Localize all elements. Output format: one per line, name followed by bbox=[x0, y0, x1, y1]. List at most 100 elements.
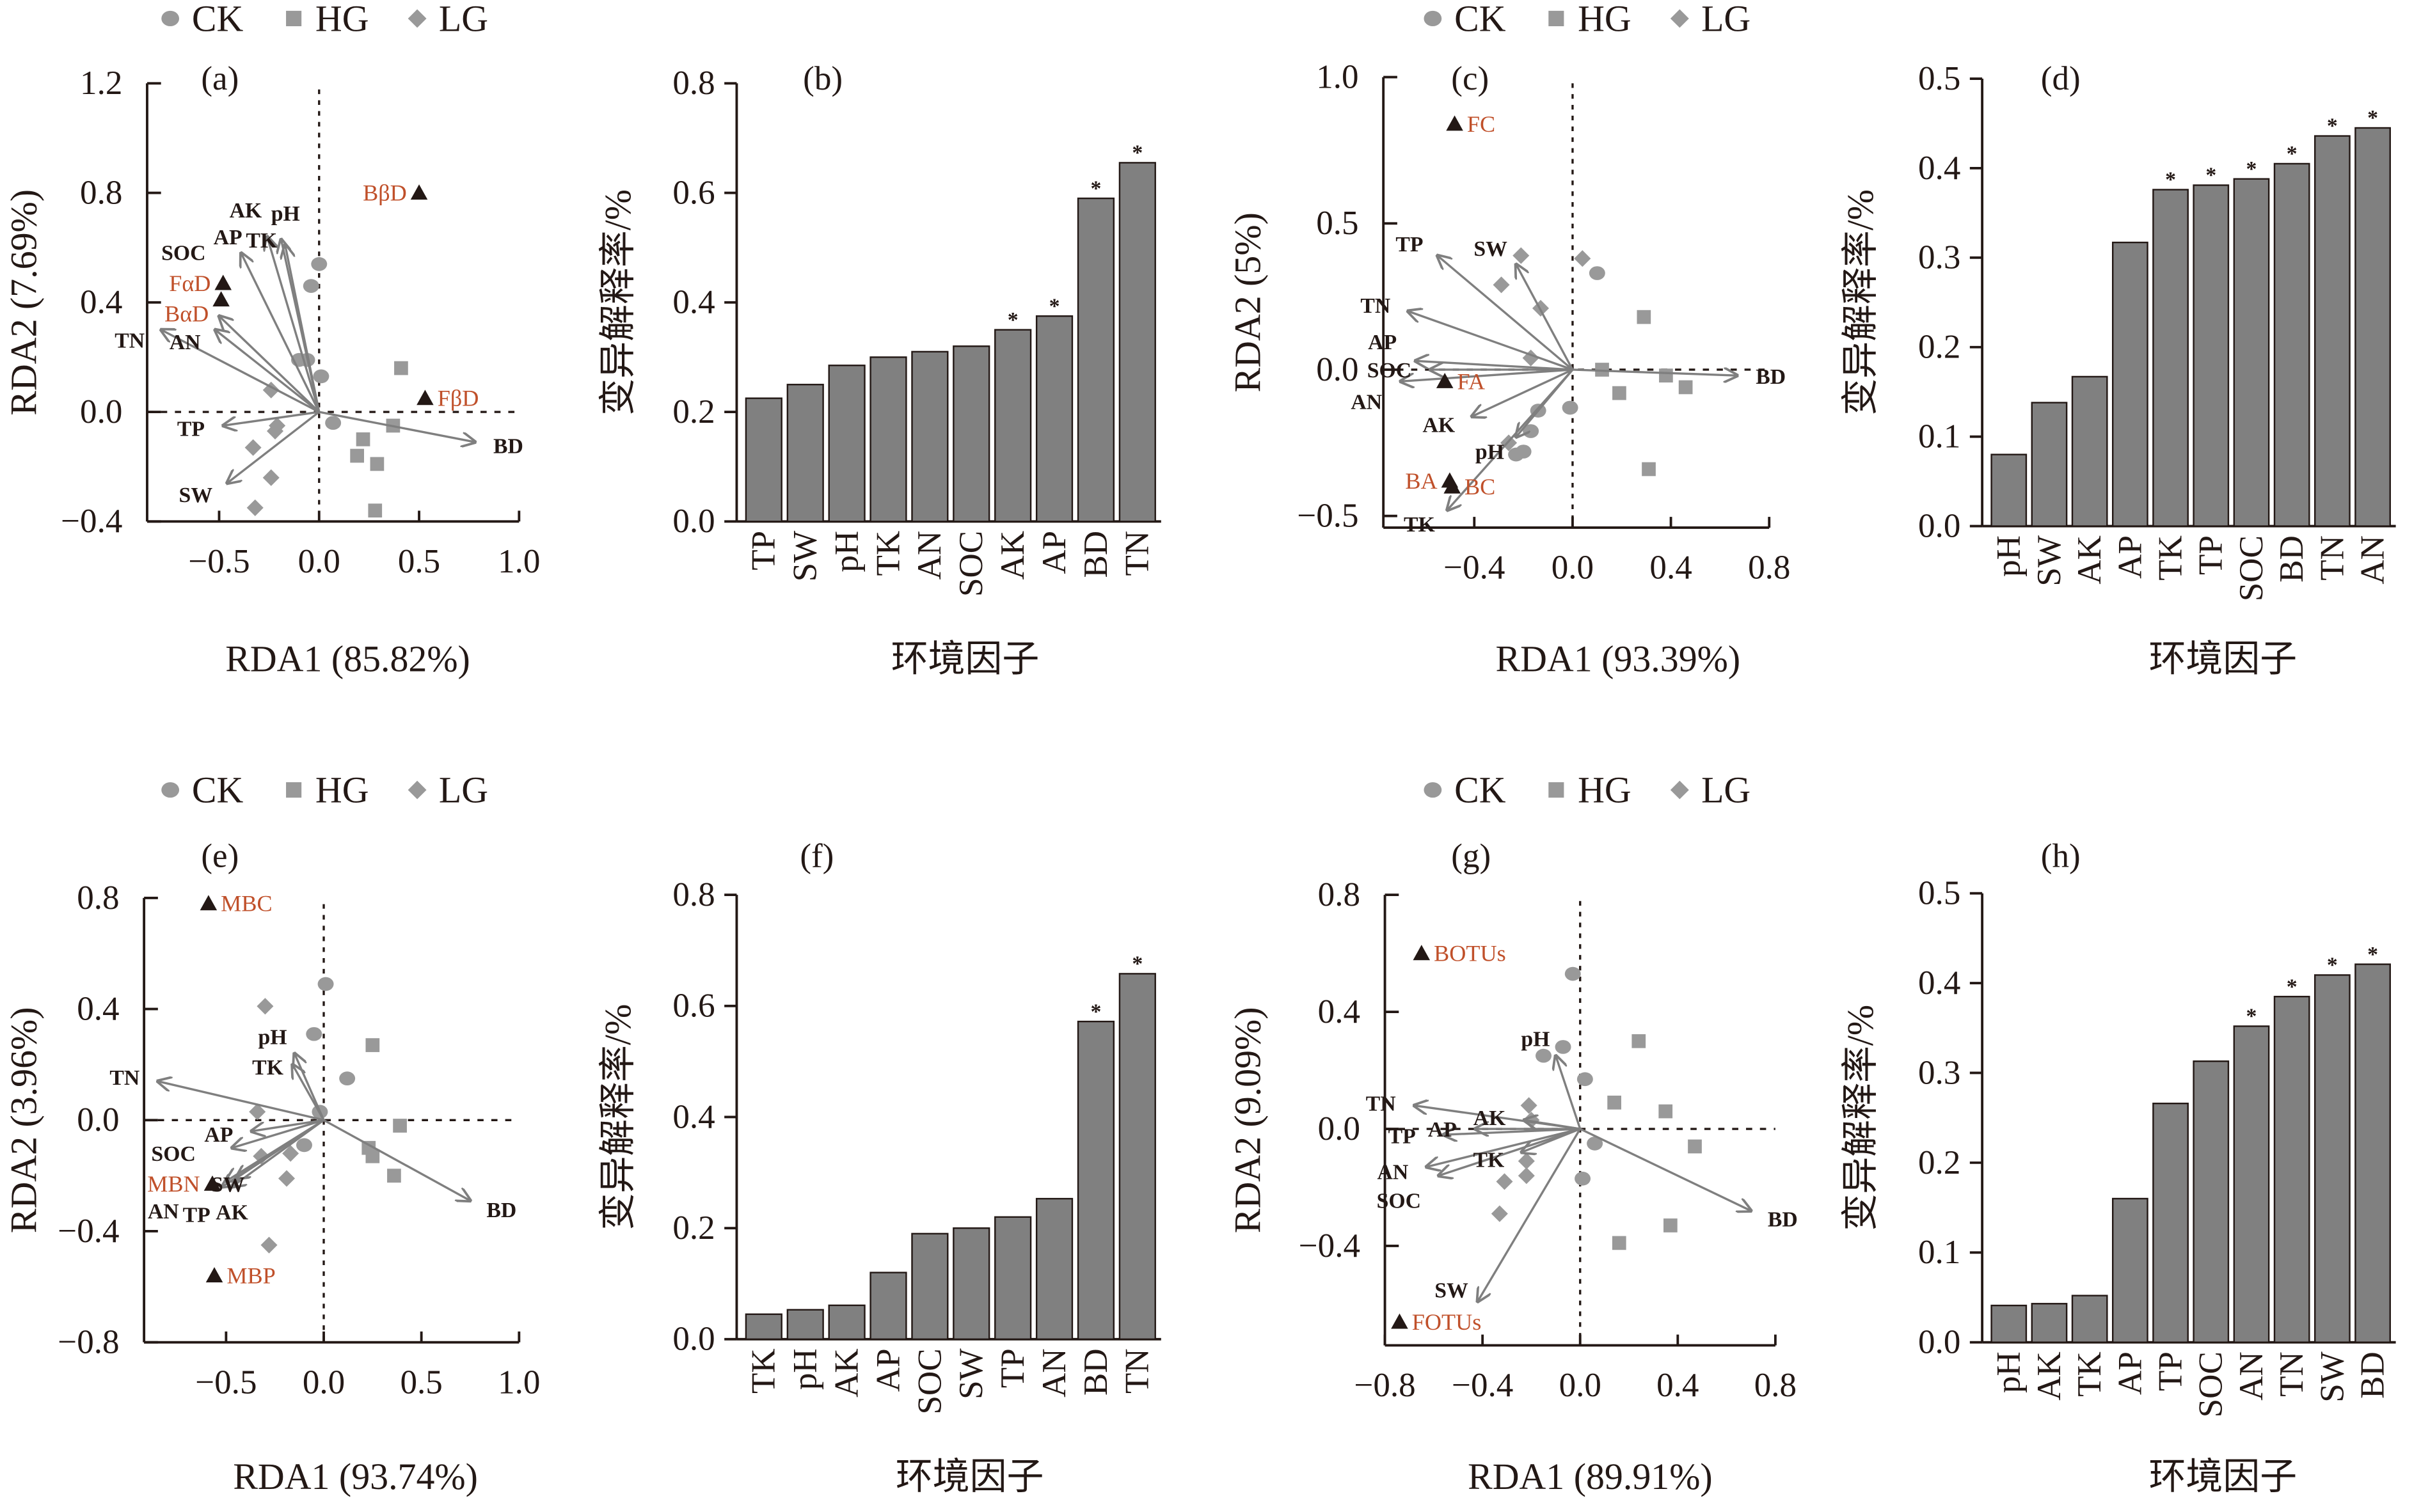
bar bbox=[911, 1232, 949, 1341]
panel-label: (f) bbox=[800, 838, 834, 875]
x-tick-label: −0.4 bbox=[1443, 549, 1505, 587]
env-arrow-label: TK bbox=[246, 229, 277, 253]
y-tick-label: 0.8 bbox=[672, 65, 715, 102]
y-axis-title: 变异解释率/% bbox=[1839, 189, 1881, 416]
legend: CK HG LG bbox=[1424, 769, 1750, 810]
sample-point-ck bbox=[1576, 1072, 1593, 1087]
y-tick-label: 0.5 bbox=[1918, 60, 1960, 97]
env-arrow-label: SW bbox=[179, 484, 213, 507]
bar bbox=[786, 1309, 824, 1341]
y-tick-label: 0.3 bbox=[1918, 1054, 1960, 1091]
env-arrow bbox=[1524, 1120, 1580, 1130]
sample-point-lg bbox=[253, 1147, 270, 1165]
significance-star: * bbox=[2367, 106, 2378, 130]
legend-label: LG bbox=[439, 0, 488, 39]
env-arrow-label: TN bbox=[1366, 1092, 1396, 1115]
y-tick-label: 0.5 bbox=[1316, 205, 1358, 242]
sample-point-ck bbox=[325, 416, 342, 430]
bar bbox=[1990, 1304, 2028, 1343]
x-tick-label: 1.0 bbox=[498, 543, 540, 580]
x-tick-label: 0.8 bbox=[1748, 549, 1790, 587]
sample-point-lg bbox=[1520, 1097, 1537, 1114]
bar bbox=[2071, 1295, 2108, 1343]
y-tick-label: 0.4 bbox=[1318, 993, 1360, 1030]
sample-point-ck bbox=[1589, 266, 1605, 280]
env-arrow-label: BD bbox=[1768, 1208, 1798, 1232]
category-label: TN bbox=[1119, 1348, 1156, 1394]
y-axis-title: RDA2 (5%) bbox=[1226, 212, 1268, 392]
category-label: TP bbox=[2193, 535, 2230, 575]
legend-square-icon bbox=[286, 782, 302, 798]
bar bbox=[2354, 963, 2391, 1343]
category-label: TP bbox=[994, 1348, 1031, 1388]
env-arrow bbox=[1443, 1129, 1580, 1135]
sample-point-lg bbox=[249, 1103, 266, 1121]
significance-star: * bbox=[2246, 157, 2257, 181]
significance-star: * bbox=[1132, 141, 1143, 165]
sample-point-hg bbox=[370, 457, 385, 471]
legend-square-icon bbox=[1548, 782, 1564, 798]
env-arrow-label: SOC bbox=[1377, 1189, 1421, 1213]
env-arrow bbox=[1472, 368, 1573, 416]
env-arrow bbox=[323, 1119, 470, 1201]
category-label: TN bbox=[2273, 1351, 2310, 1397]
y-tick-label: 0.2 bbox=[1918, 329, 1960, 366]
panel-a: (a) RDA1 (85.82%) RDA2 (7.69%) −0.5 0.0 0.5 1.… bbox=[3, 60, 540, 679]
bar bbox=[2233, 1025, 2270, 1343]
legend-label: CK bbox=[1454, 769, 1506, 810]
sample-point-hg bbox=[393, 1119, 407, 1133]
sample-point-hg bbox=[1612, 1236, 1626, 1250]
env-arrow-label: SOC bbox=[1367, 359, 1411, 382]
env-arrow-label: pH bbox=[271, 202, 300, 226]
y-axis-title: 变异解释率/% bbox=[1839, 1005, 1881, 1231]
legend-diamond-icon bbox=[1670, 780, 1689, 799]
env-arrow-label: BD bbox=[1756, 365, 1786, 389]
env-arrow bbox=[319, 411, 475, 442]
y-tick-label: 0.6 bbox=[672, 988, 715, 1025]
sample-point-ck bbox=[303, 279, 319, 293]
x-axis-title: RDA1 (85.82%) bbox=[225, 638, 470, 679]
env-arrow bbox=[267, 237, 321, 413]
sample-point-hg bbox=[1659, 368, 1673, 383]
env-arrow-label: TP bbox=[1395, 233, 1423, 256]
sample-point-hg bbox=[394, 361, 408, 375]
category-label: pH bbox=[1990, 1351, 2028, 1393]
legend-label: HG bbox=[315, 769, 369, 810]
sample-point-hg bbox=[365, 1038, 380, 1052]
env-arrow-label: AN bbox=[170, 331, 201, 354]
category-label: SW bbox=[2314, 1351, 2351, 1403]
y-tick-label: −0.5 bbox=[1297, 498, 1358, 535]
env-arrow bbox=[292, 1064, 325, 1121]
response-triangle-icon bbox=[1443, 478, 1461, 494]
category-label: AP bbox=[869, 1348, 907, 1392]
x-tick-label: −0.8 bbox=[1354, 1367, 1415, 1404]
bar bbox=[953, 345, 990, 523]
panel-c: (c) RDA1 (93.39%) RDA2 (5%) −0.4 0.0 0.4 0.8 −0… bbox=[1226, 58, 1790, 679]
bar bbox=[1118, 973, 1156, 1341]
env-arrow bbox=[223, 411, 319, 425]
category-label: BD bbox=[2273, 535, 2310, 583]
y-tick-label: 0.8 bbox=[77, 879, 119, 917]
env-arrow bbox=[251, 1119, 324, 1131]
env-arrow-label: TN bbox=[1360, 294, 1390, 318]
x-axis-title: RDA1 (93.39%) bbox=[1496, 638, 1741, 679]
env-arrow bbox=[219, 316, 320, 413]
env-arrow bbox=[227, 411, 320, 483]
bar bbox=[2193, 184, 2230, 527]
panel-label: (a) bbox=[201, 60, 239, 97]
legend-circle-icon bbox=[161, 10, 180, 27]
panel-label: (g) bbox=[1451, 838, 1491, 875]
x-tick-label: −0.4 bbox=[1452, 1367, 1513, 1404]
env-arrow-label: TK bbox=[252, 1056, 283, 1080]
response-label: FC bbox=[1467, 111, 1495, 137]
env-arrow-label: SW bbox=[211, 1173, 245, 1197]
x-tick-label: 0.0 bbox=[303, 1364, 345, 1401]
x-tick-label: 1.0 bbox=[498, 1364, 540, 1401]
env-arrow-label: AK bbox=[1473, 1106, 1506, 1130]
significance-star: * bbox=[2246, 1005, 2257, 1028]
y-tick-label: −0.4 bbox=[61, 503, 122, 540]
env-arrow-label: pH bbox=[258, 1026, 287, 1050]
env-arrow bbox=[236, 1119, 324, 1178]
legend-diamond-icon bbox=[408, 9, 427, 28]
panel-e: (e) RDA1 (93.74%) RDA2 (3.96%) −0.5 0.0 0.5 1.… bbox=[3, 838, 540, 1497]
